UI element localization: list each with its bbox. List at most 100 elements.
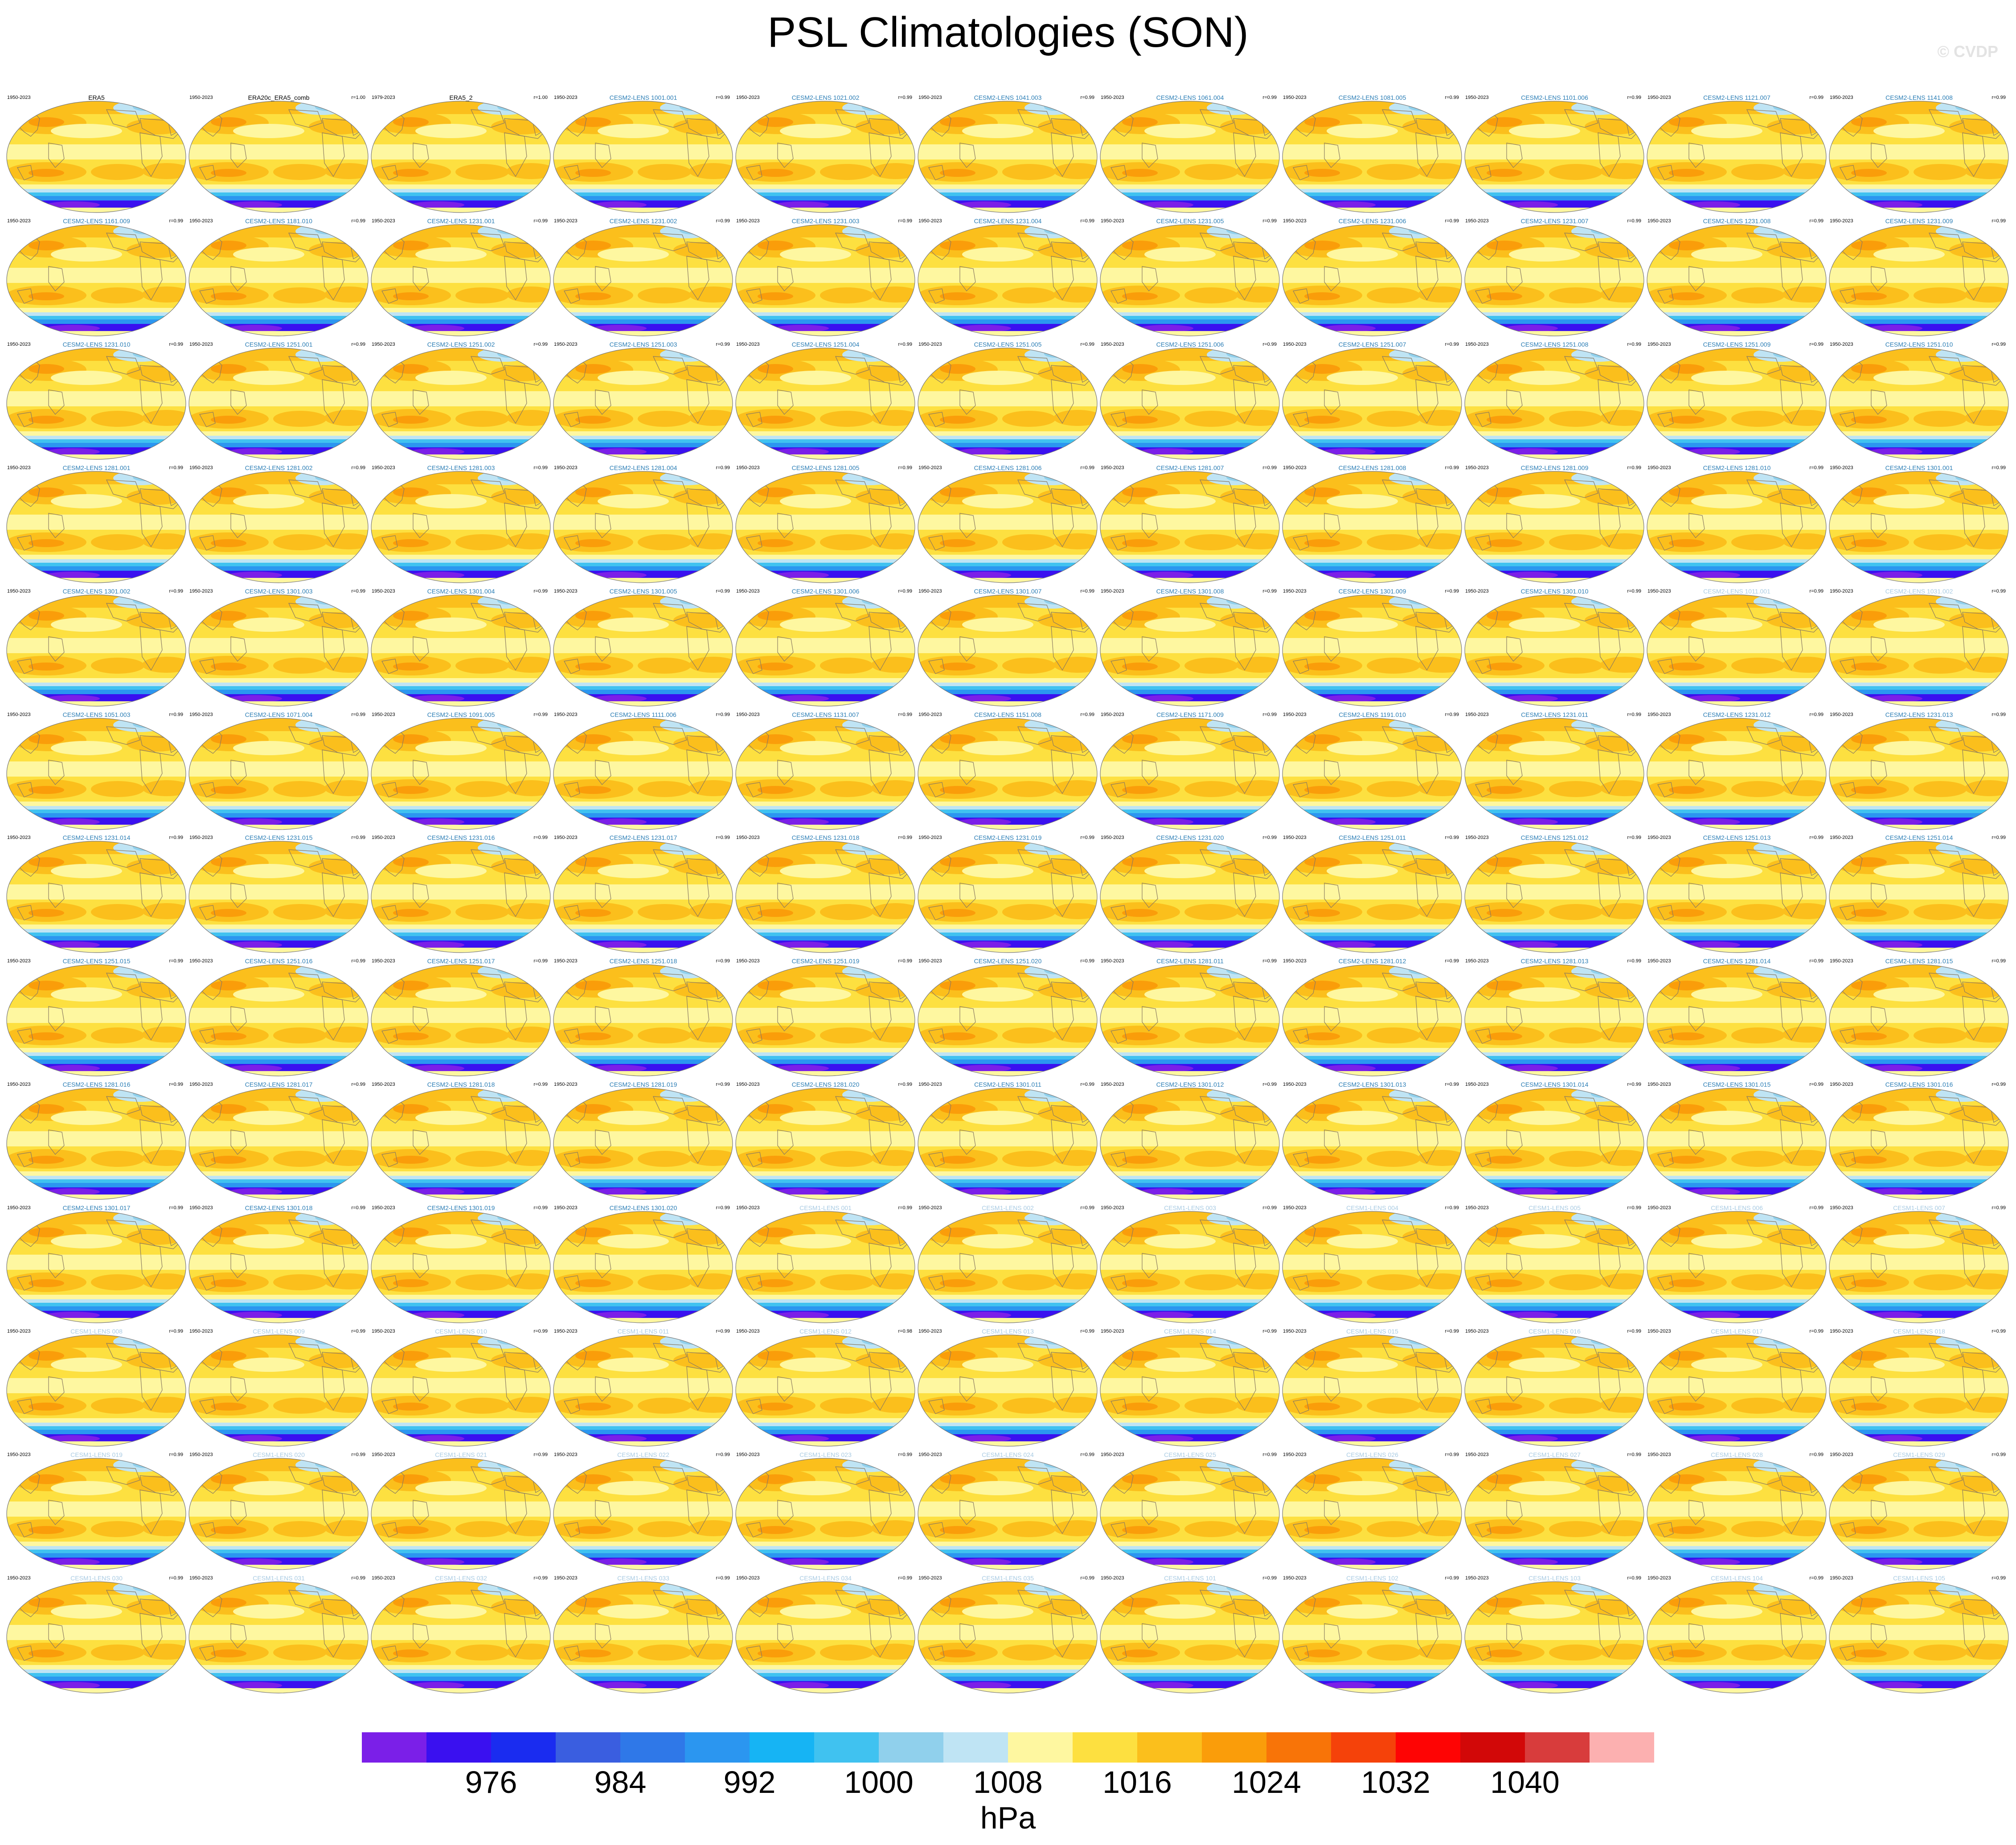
psl-map	[188, 1581, 369, 1694]
panel-years: 1950-2023	[736, 958, 760, 964]
panel-correlation: r=0.99	[351, 465, 366, 470]
panel-title: CESM2-LENS 1011.001	[1703, 587, 1770, 595]
panel-years: 1950-2023	[1647, 95, 1671, 100]
panel-title: CESM2-LENS 1281.002	[245, 464, 313, 471]
psl-map	[553, 964, 733, 1076]
panel: 1950-2023 CESM1-LENS 013 r=0.99	[917, 1328, 1099, 1452]
psl-map	[735, 1458, 915, 1570]
panel-correlation: r=0.99	[1445, 1082, 1459, 1088]
panel-title: CESM1-LENS 101	[1164, 1574, 1216, 1582]
psl-map	[1282, 1211, 1462, 1323]
panel-title: CESM1-LENS 105	[1893, 1574, 1945, 1582]
colorbar-swatch	[879, 1732, 944, 1763]
psl-map	[188, 1211, 369, 1323]
psl-map	[1282, 594, 1462, 707]
panel-title: CESM2-LENS 1281.018	[427, 1081, 495, 1088]
panel-correlation: r=0.99	[351, 712, 366, 717]
panel-title: CESM1-LENS 022	[617, 1451, 669, 1458]
panel: 1950-2023 CESM1-LENS 001 r=0.99	[734, 1205, 917, 1328]
panel-title: CESM2-LENS 1251.011	[1339, 834, 1406, 842]
panel-correlation: r=0.99	[1991, 1329, 2006, 1334]
psl-map	[735, 348, 915, 460]
panel: 1950-2023 CESM2-LENS 1251.001 r=0.99	[188, 341, 370, 465]
map-border	[6, 101, 186, 213]
psl-map	[1100, 224, 1280, 336]
map-border	[1464, 841, 1644, 953]
panel-title: CESM2-LENS 1041.003	[974, 94, 1042, 101]
panel-years: 1950-2023	[189, 341, 213, 347]
map-border	[918, 224, 1098, 336]
panel: 1950-2023 CESM2-LENS 1301.010 r=0.99	[1463, 588, 1646, 712]
panel-years: 1950-2023	[554, 218, 578, 224]
panel-correlation: r=0.99	[533, 1082, 548, 1088]
panel: 1950-2023 CESM2-LENS 1301.005 r=0.99	[552, 588, 734, 712]
panel-title: CESM2-LENS 1301.007	[974, 587, 1042, 595]
panel-correlation: r=0.99	[1080, 588, 1095, 594]
map-border	[1464, 1211, 1644, 1323]
panel-title: CESM2-LENS 1231.004	[974, 217, 1042, 225]
psl-map	[1100, 841, 1280, 953]
panel-years: 1950-2023	[1647, 588, 1671, 594]
panel: 1950-2023 CESM2-LENS 1111.006 r=0.99	[552, 712, 734, 835]
panel-years: 1950-2023	[1465, 218, 1489, 224]
panel: 1950-2023 CESM2-LENS 1231.017 r=0.99	[552, 835, 734, 958]
psl-map	[1464, 1334, 1644, 1447]
panel: 1950-2023 ERA20c_ERA5_comb r=1.00	[188, 94, 370, 218]
panel: 1950-2023 CESM1-LENS 026 r=0.99	[1281, 1452, 1463, 1575]
panel-years: 1950-2023	[918, 712, 942, 717]
panel-years: 1950-2023	[1830, 1082, 1853, 1088]
panel-correlation: r=0.99	[898, 1575, 913, 1581]
panel-title: CESM2-LENS 1301.016	[1885, 1081, 1953, 1088]
map-border	[1464, 224, 1644, 336]
panel-title: CESM2-LENS 1101.006	[1521, 94, 1588, 101]
panel: 1950-2023 CESM2-LENS 1021.002 r=0.99	[734, 94, 917, 218]
panel-correlation: r=1.00	[351, 95, 366, 100]
panel-title: CESM1-LENS 014	[1164, 1328, 1216, 1335]
psl-map	[735, 841, 915, 953]
map-border	[553, 717, 733, 830]
psl-map	[1647, 348, 1827, 460]
map-border	[1647, 1334, 1827, 1447]
panel-correlation: r=0.99	[533, 958, 548, 964]
panel-title: ERA5	[88, 94, 105, 101]
map-border	[735, 1088, 915, 1200]
panel-years: 1950-2023	[1465, 341, 1489, 347]
panel: 1950-2023 CESM2-LENS 1101.006 r=0.99	[1463, 94, 1646, 218]
panel-title: CESM1-LENS 024	[982, 1451, 1034, 1458]
panel: 1950-2023 CESM2-LENS 1231.006 r=0.99	[1281, 218, 1463, 341]
map-border	[735, 471, 915, 583]
psl-map	[735, 1088, 915, 1200]
panel-correlation: r=0.99	[716, 341, 730, 347]
panel-title: CESM2-LENS 1301.003	[245, 587, 313, 595]
panel-correlation: r=0.99	[169, 958, 184, 964]
panel: 1950-2023 CESM1-LENS 003 r=0.99	[1099, 1205, 1281, 1328]
map-border	[188, 348, 369, 460]
panel: 1950-2023 CESM2-LENS 1281.005 r=0.99	[734, 465, 917, 588]
panel: 1950-2023 CESM2-LENS 1091.005 r=0.99	[370, 712, 552, 835]
panel-correlation: r=0.99	[1627, 1329, 1642, 1334]
panel: 1950-2023 CESM2-LENS 1001.001 r=0.99	[552, 94, 734, 218]
panel-correlation: r=0.99	[169, 465, 184, 470]
map-border	[188, 101, 369, 213]
panel-title: CESM2-LENS 1071.004	[245, 711, 313, 718]
panel-title: CESM1-LENS 006	[1711, 1204, 1763, 1212]
psl-map	[6, 1458, 186, 1570]
panel: 1950-2023 CESM2-LENS 1251.019 r=0.99	[734, 958, 917, 1081]
panel-title: CESM2-LENS 1001.001	[609, 94, 677, 101]
colorbar-swatch	[943, 1732, 1008, 1763]
panel: 1950-2023 CESM2-LENS 1231.013 r=0.99	[1828, 712, 2010, 835]
panel: 1950-2023 CESM1-LENS 103 r=0.99	[1463, 1575, 1646, 1698]
panel-correlation: r=0.99	[1080, 1082, 1095, 1088]
psl-map	[553, 717, 733, 830]
panel-correlation: r=0.99	[1809, 341, 1824, 347]
psl-map	[553, 841, 733, 953]
panel-correlation: r=0.99	[351, 218, 366, 224]
panel-title: CESM2-LENS 1301.019	[427, 1204, 495, 1212]
panel-title: CESM1-LENS 017	[1711, 1328, 1763, 1335]
panel-title: CESM2-LENS 1091.005	[427, 711, 495, 718]
panel-correlation: r=0.99	[1262, 958, 1277, 964]
panel: 1950-2023 CESM2-LENS 1281.015 r=0.99	[1828, 958, 2010, 1081]
panel-title: CESM2-LENS 1251.009	[1703, 340, 1771, 348]
colorbar-swatch	[362, 1732, 427, 1763]
psl-map	[553, 594, 733, 707]
